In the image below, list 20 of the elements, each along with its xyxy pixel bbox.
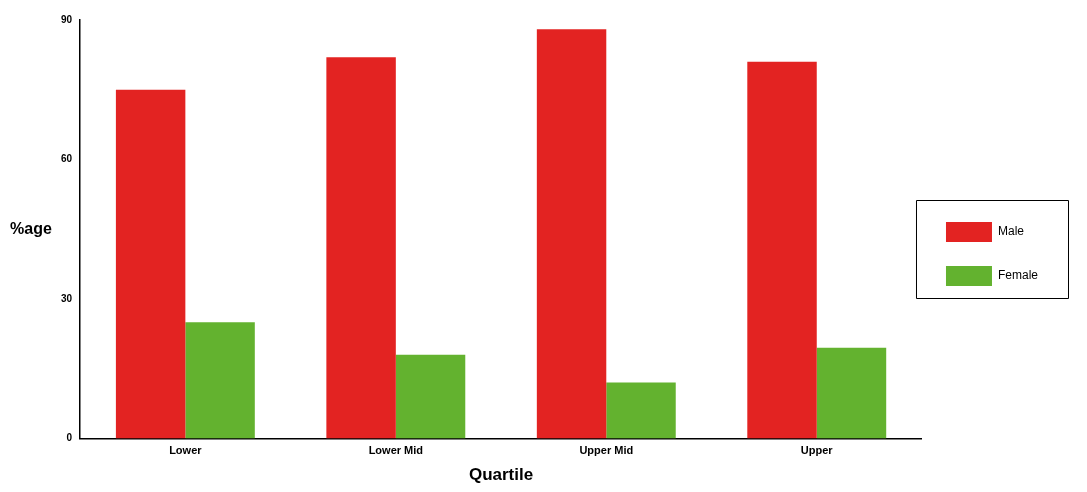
- legend-label: Male: [997, 224, 1025, 239]
- bar: [536, 29, 607, 439]
- bar: [115, 89, 186, 439]
- bar: [395, 354, 466, 439]
- y-tick-label: 90: [61, 13, 73, 25]
- x-tick-label: Upper: [800, 444, 834, 457]
- bar: [185, 322, 255, 439]
- bar: [747, 61, 817, 439]
- y-tick-label: 30: [61, 292, 73, 304]
- bar: [606, 382, 676, 439]
- y-tick-label: 60: [61, 153, 73, 165]
- legend-label: Female: [997, 268, 1039, 283]
- x-tick-label: Lower Mid: [368, 444, 424, 457]
- x-tick-label: Upper Mid: [579, 444, 634, 457]
- x-axis-title: Quartile: [468, 465, 534, 485]
- bar: [816, 347, 887, 439]
- bar: [326, 57, 396, 439]
- x-tick-label: Lower: [169, 444, 203, 457]
- y-tick-label: 0: [66, 432, 73, 444]
- y-axis-title: %age: [10, 219, 52, 237]
